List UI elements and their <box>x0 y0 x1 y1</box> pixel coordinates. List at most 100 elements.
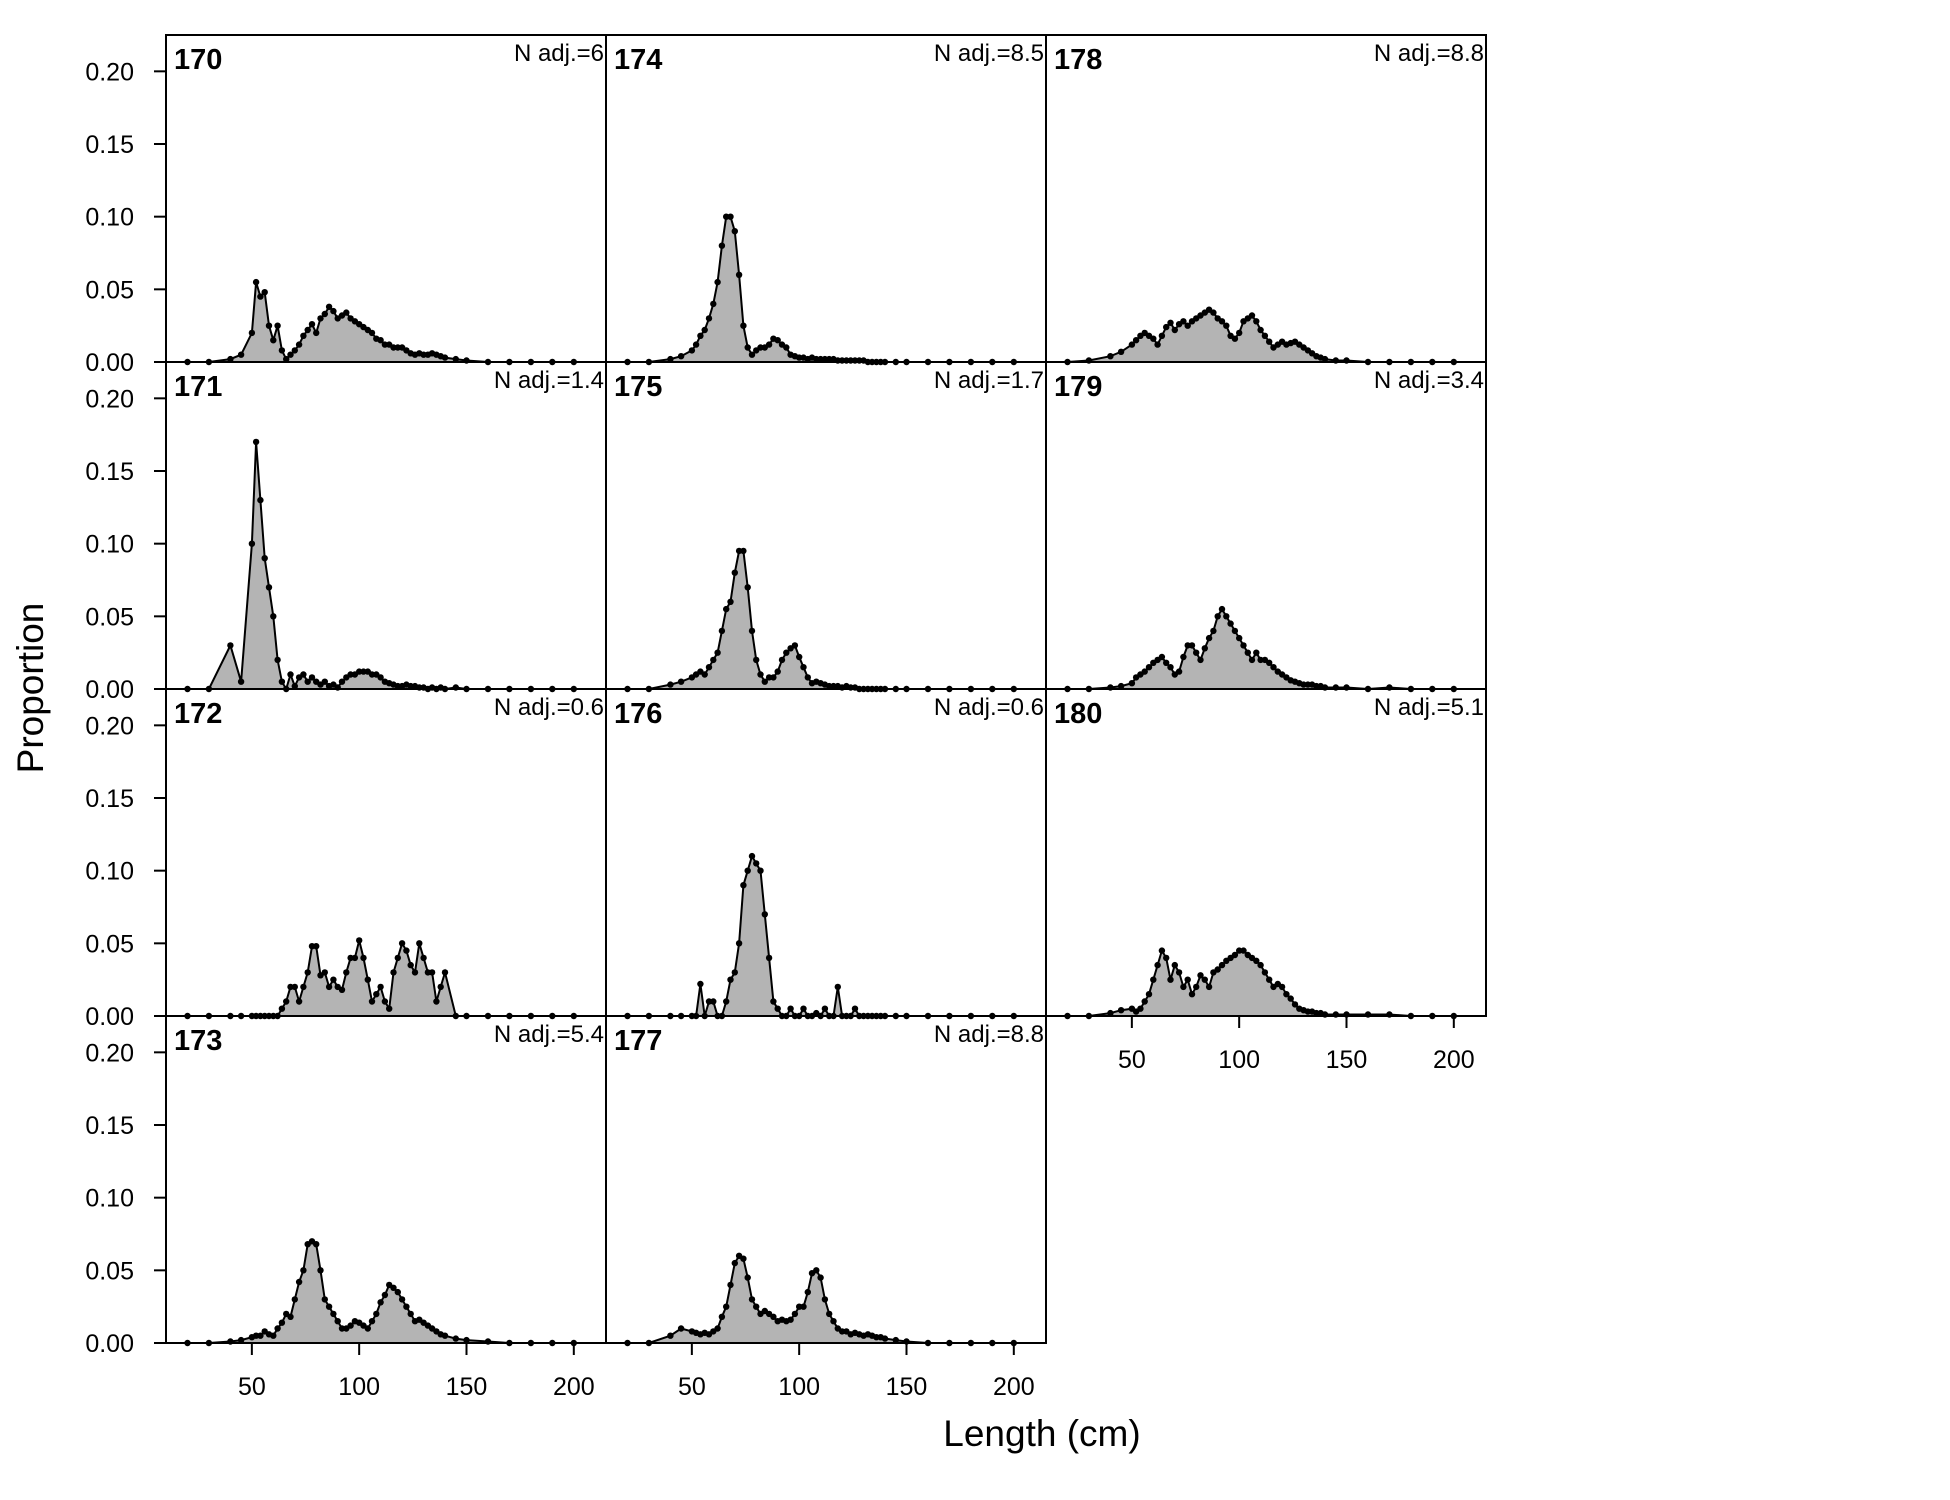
data-point <box>1154 341 1161 348</box>
data-point <box>278 1005 286 1012</box>
data-point <box>753 860 760 867</box>
data-point <box>313 943 320 950</box>
data-point <box>791 642 799 649</box>
data-point <box>757 867 764 874</box>
data-point <box>368 998 376 1005</box>
data-point <box>257 496 264 504</box>
data-point <box>705 315 713 322</box>
data-point <box>1278 983 1286 991</box>
data-point <box>735 271 743 278</box>
data-point <box>1158 653 1166 661</box>
data-point <box>1158 332 1166 339</box>
data-point <box>744 584 751 591</box>
n-adj-label: N adj.=8.8 <box>934 1021 1044 1048</box>
panel-id-label: 174 <box>614 44 662 76</box>
n-adj-label: N adj.=8.8 <box>1374 40 1484 67</box>
data-point <box>377 337 384 344</box>
area-fill <box>1067 609 1454 689</box>
data-point <box>1128 341 1136 348</box>
data-point <box>765 341 773 348</box>
data-point <box>1132 337 1140 344</box>
area-fill <box>187 441 574 689</box>
y-tick-label: 0.20 <box>85 712 134 740</box>
data-point <box>1197 972 1204 979</box>
panel-id-label: 176 <box>614 698 662 730</box>
data-point <box>394 954 401 962</box>
data-point <box>1154 961 1161 969</box>
y-tick-label: 0.10 <box>85 204 134 232</box>
panel-171: 171 N adj.=1.4 <box>165 361 607 693</box>
panels-layer: 170 N adj.=6 171 N adj.=1.4 172 N adj.=0.6 173… <box>165 34 1487 1347</box>
data-point <box>740 547 747 555</box>
data-point <box>757 671 764 678</box>
data-point <box>770 674 777 681</box>
area-fill <box>187 282 574 362</box>
data-point <box>325 303 333 310</box>
data-point <box>667 681 674 688</box>
data-point <box>291 983 298 991</box>
data-point <box>667 355 674 363</box>
data-point <box>1218 318 1226 325</box>
panel-id-label: 179 <box>1054 371 1102 403</box>
y-tick-label: 0.15 <box>85 458 134 486</box>
data-point <box>1227 620 1234 627</box>
data-point <box>765 954 773 962</box>
data-point <box>265 322 273 329</box>
n-adj-label: N adj.=8.5 <box>934 40 1044 67</box>
y-tick-label: 0.00 <box>85 676 134 704</box>
data-point <box>373 991 380 998</box>
data-point <box>356 937 363 944</box>
data-point <box>441 354 449 361</box>
data-point <box>1107 1009 1114 1017</box>
data-point <box>1163 954 1170 962</box>
data-point <box>783 344 790 351</box>
data-point <box>817 1274 824 1281</box>
data-point <box>731 569 738 576</box>
data-point <box>237 678 245 685</box>
data-point <box>748 1296 756 1303</box>
data-point <box>1141 998 1148 1005</box>
data-point <box>697 332 704 339</box>
x-tick-label: 150 <box>446 1373 488 1401</box>
data-point <box>1236 634 1243 642</box>
data-point <box>800 1005 807 1012</box>
y-tick-label: 0.00 <box>85 1330 134 1358</box>
data-point <box>351 954 359 962</box>
data-point <box>321 678 328 685</box>
n-adj-label: N adj.=0.6 <box>494 694 604 721</box>
data-point <box>278 678 286 685</box>
data-point <box>428 969 436 976</box>
data-point <box>1321 355 1329 363</box>
data-point <box>278 1319 286 1326</box>
n-adj-label: N adj.=1.7 <box>934 367 1044 394</box>
data-point <box>386 1005 393 1012</box>
data-point <box>300 983 307 991</box>
data-point <box>274 322 281 329</box>
data-point <box>416 940 423 947</box>
data-point <box>270 613 277 620</box>
panel-frame <box>1045 361 1487 690</box>
y-tick-label: 0.15 <box>85 785 134 813</box>
data-point <box>727 976 734 983</box>
data-point <box>1214 613 1221 620</box>
data-point <box>731 228 738 235</box>
data-point <box>1141 668 1148 675</box>
data-point <box>718 242 726 249</box>
data-point <box>821 1005 829 1012</box>
data-point <box>287 351 294 358</box>
data-point <box>1167 664 1174 671</box>
data-point <box>1175 668 1183 675</box>
panel-175: 175 N adj.=1.7 <box>605 361 1047 693</box>
data-point <box>834 983 841 991</box>
data-point <box>1231 627 1239 635</box>
data-point <box>1167 976 1174 983</box>
data-point <box>710 300 717 308</box>
y-tick-label: 0.00 <box>85 349 134 377</box>
data-point <box>248 329 256 337</box>
panel-frame <box>165 361 607 690</box>
data-point <box>1218 605 1226 613</box>
panel-id-label: 173 <box>174 1025 222 1057</box>
x-tick-label: 100 <box>338 1373 380 1401</box>
y-tick-label: 0.15 <box>85 131 134 159</box>
data-point <box>787 1316 794 1323</box>
